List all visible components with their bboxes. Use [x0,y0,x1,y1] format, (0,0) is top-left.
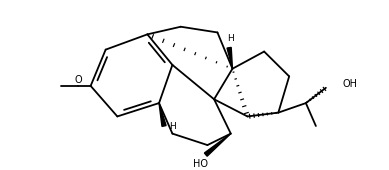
Text: H: H [228,34,234,43]
Text: OH: OH [343,79,357,89]
Polygon shape [159,103,166,126]
Text: H: H [169,122,176,131]
Text: O: O [74,75,82,85]
Polygon shape [204,134,231,156]
Text: HO: HO [193,159,208,169]
Polygon shape [227,47,233,69]
